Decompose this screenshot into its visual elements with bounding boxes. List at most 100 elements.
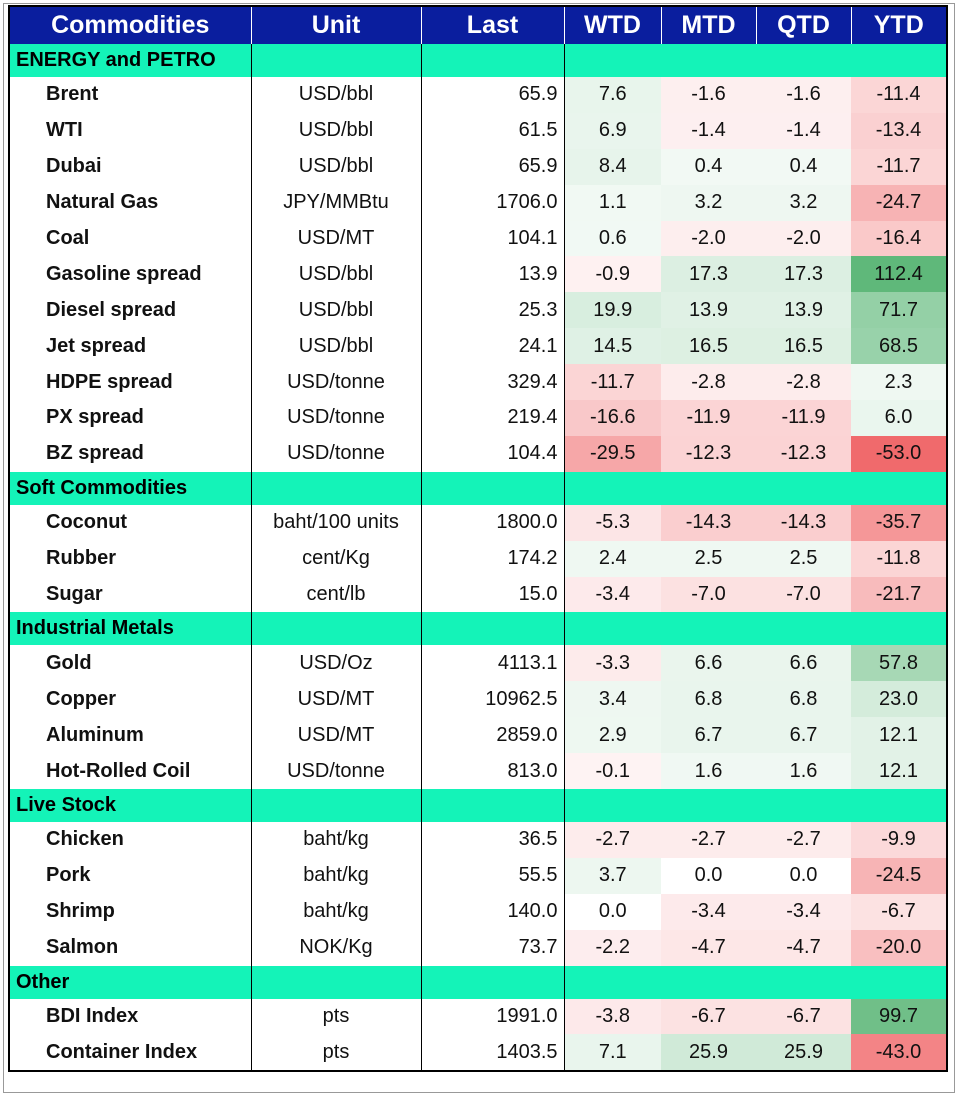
header-mtd: MTD xyxy=(660,6,756,44)
section-row: ENERGY and PETRO xyxy=(9,44,947,77)
table-row: Dubai USD/bbl 65.9 8.4 0.4 0.4 -11.7 xyxy=(9,148,947,185)
header-ytd: YTD xyxy=(850,6,947,44)
unit-cell: baht/kg xyxy=(250,822,421,858)
section-blank-last xyxy=(420,471,564,505)
ytd-cell: -16.4 xyxy=(851,220,947,257)
commodity-name: BDI Index xyxy=(46,1005,139,1028)
section-blank-values xyxy=(563,789,947,823)
wtd-cell: 3.7 xyxy=(563,857,661,894)
wtd-cell: 8.4 xyxy=(563,148,661,185)
commodity-name: Chicken xyxy=(46,828,124,851)
unit-cell: USD/tonne xyxy=(250,400,421,436)
mtd-cell: -2.0 xyxy=(661,220,756,257)
section-blank-last xyxy=(420,789,564,823)
unit-cell: USD/Oz xyxy=(250,645,421,682)
commodity-name: Hot-Rolled Coil xyxy=(46,759,191,782)
last-cell: 4113.1 xyxy=(420,645,564,682)
header-unit: Unit xyxy=(250,6,421,44)
ytd-cell: 6.0 xyxy=(851,400,947,436)
ytd-cell: -13.4 xyxy=(851,112,947,149)
header-last: Last xyxy=(420,6,564,44)
mtd-cell: -1.4 xyxy=(661,112,756,149)
wtd-cell: -29.5 xyxy=(563,435,661,472)
commodity-name: Salmon xyxy=(46,936,119,959)
wtd-cell: 7.6 xyxy=(563,77,661,113)
mtd-cell: 1.6 xyxy=(661,753,756,790)
table-row: Diesel spread USD/bbl 25.3 19.9 13.9 13.9 71.7 xyxy=(9,292,947,329)
ytd-cell: -35.7 xyxy=(851,504,947,541)
commodity-name: Dubai xyxy=(46,155,102,178)
unit-cell: cent/lb xyxy=(250,576,421,613)
last-cell: 219.4 xyxy=(420,400,564,436)
unit-cell: baht/kg xyxy=(250,857,421,894)
commodity-name: BZ spread xyxy=(46,442,144,465)
table-row: PX spread USD/tonne 219.4 -16.6 -11.9 -11.9 6.… xyxy=(9,400,947,436)
unit-cell: baht/kg xyxy=(250,893,421,930)
mtd-cell: 16.5 xyxy=(661,328,756,365)
wtd-cell: -3.8 xyxy=(563,998,661,1035)
section-title: Soft Commodities xyxy=(9,471,251,505)
last-cell: 174.2 xyxy=(420,540,564,577)
commodity-name: Natural Gas xyxy=(46,191,159,214)
mtd-cell: 13.9 xyxy=(661,292,756,329)
section-blank-values xyxy=(563,612,947,646)
table-row: Natural Gas JPY/MMBtu 1706.0 1.1 3.2 3.2 -24.7 xyxy=(9,184,947,221)
mtd-cell: 0.0 xyxy=(694,864,723,887)
wtd-cell: 14.5 xyxy=(563,328,661,365)
unit-cell: JPY/MMBtu xyxy=(250,184,421,221)
ytd-cell: -20.0 xyxy=(851,929,947,966)
last-cell: 1706.0 xyxy=(420,184,564,221)
qtd-cell: 16.5 xyxy=(756,328,851,365)
ytd-cell: 23.0 xyxy=(851,681,947,718)
commodity-name: Coconut xyxy=(46,511,128,534)
qtd-cell: 1.6 xyxy=(756,753,851,790)
ytd-cell: 12.1 xyxy=(851,717,947,754)
qtd-cell: 25.9 xyxy=(756,1034,851,1072)
table-frame xyxy=(3,3,955,1093)
wtd-cell: -0.1 xyxy=(563,753,661,790)
commodity-name: Rubber xyxy=(46,547,116,570)
last-cell: 1403.5 xyxy=(420,1034,564,1072)
section-blank-last xyxy=(420,44,564,77)
wtd-cell: 3.4 xyxy=(563,681,661,718)
commodity-name: Copper xyxy=(46,687,116,710)
section-blank-last xyxy=(420,965,564,999)
last-cell: 73.7 xyxy=(420,929,564,966)
table-row: HDPE spread USD/tonne 329.4 -11.7 -2.8 -2.8 2.… xyxy=(9,364,947,401)
mtd-cell: 6.7 xyxy=(661,717,756,754)
table-row: Aluminum USD/MT 2859.0 2.9 6.7 6.7 12.1 xyxy=(9,717,947,754)
mtd-cell: 0.4 xyxy=(661,148,756,185)
ytd-cell: -43.0 xyxy=(851,1034,947,1072)
mtd-cell: -11.9 xyxy=(661,400,756,436)
mtd-cell: 25.9 xyxy=(661,1034,756,1072)
unit-cell: USD/tonne xyxy=(250,435,421,472)
table-row: Coconut baht/100 units 1800.0 -5.3 -14.3 -14.… xyxy=(9,504,947,541)
last-cell: 65.9 xyxy=(420,148,564,185)
wtd-cell: 6.9 xyxy=(563,112,661,149)
table-row: Shrimp baht/kg 140.0 0.0 -3.4 -3.4 -6.7 xyxy=(9,893,947,930)
mtd-cell: -14.3 xyxy=(661,504,756,541)
table-row: Copper USD/MT 10962.5 3.4 6.8 6.8 23.0 xyxy=(9,681,947,718)
unit-cell: NOK/Kg xyxy=(250,929,421,966)
commodity-name: Shrimp xyxy=(46,900,115,923)
section-blank-unit xyxy=(250,965,421,999)
commodity-name: HDPE spread xyxy=(46,370,173,393)
wtd-cell: 0.6 xyxy=(563,220,661,257)
wtd-cell: 7.1 xyxy=(563,1034,661,1072)
ytd-cell: -53.0 xyxy=(851,435,947,472)
unit-cell: USD/bbl xyxy=(250,112,421,149)
table-row: WTI USD/bbl 61.5 6.9 -1.4 -1.4 -13.4 xyxy=(9,112,947,149)
table-row: Brent USD/bbl 65.9 7.6 -1.6 -1.6 -11.4 xyxy=(9,77,947,113)
mtd-cell: -3.4 xyxy=(661,893,756,930)
last-cell: 104.1 xyxy=(420,220,564,257)
commodity-name: WTI xyxy=(46,119,83,142)
ytd-cell: 12.1 xyxy=(851,753,947,790)
wtd-cell: -3.4 xyxy=(563,576,661,613)
table-row: Sugar cent/lb 15.0 -3.4 -7.0 -7.0 -21.7 xyxy=(9,576,947,613)
qtd-cell: 6.6 xyxy=(756,645,851,682)
mtd-cell: -7.0 xyxy=(661,576,756,613)
commodity-name: Sugar xyxy=(46,583,103,606)
commodity-name: Diesel spread xyxy=(46,298,177,321)
wtd-cell: 19.9 xyxy=(563,292,661,329)
unit-cell: USD/tonne xyxy=(250,753,421,790)
